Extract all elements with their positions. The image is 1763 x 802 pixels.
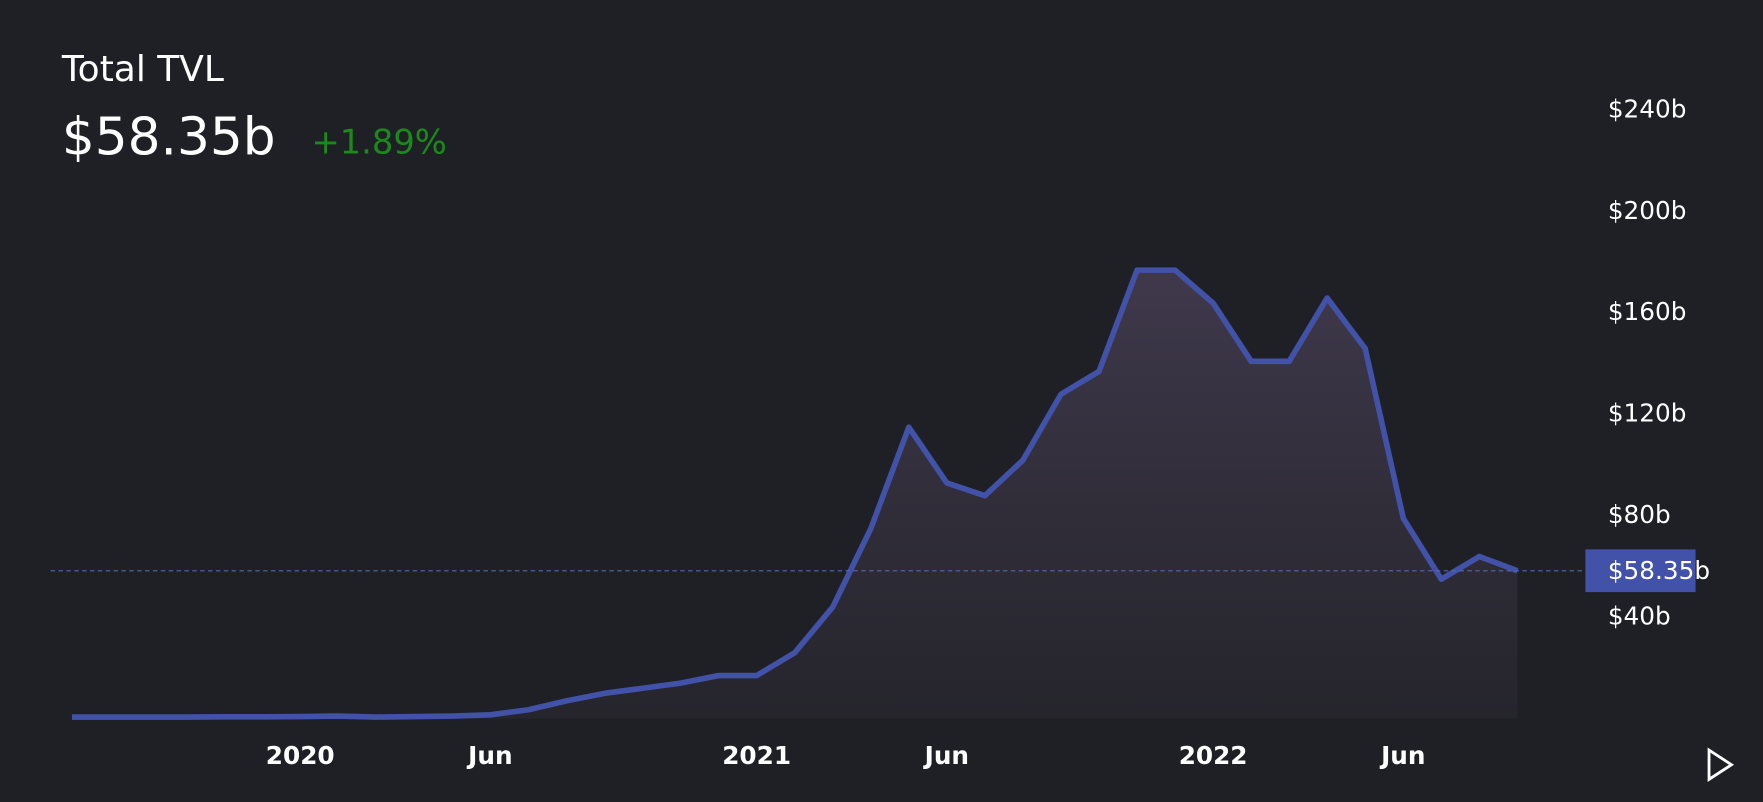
y-tick-label: $120b <box>1608 399 1687 428</box>
y-tick-label: $200b <box>1608 196 1687 225</box>
x-tick-label: 2022 <box>1179 741 1248 770</box>
y-tick-label: $240b <box>1608 94 1687 123</box>
y-tick-label: $160b <box>1608 297 1687 326</box>
play-icon[interactable] <box>1707 747 1735 782</box>
x-tick-label: Jun <box>466 741 512 770</box>
plot: $40b $80b $120b $160b $200b $240b 2020 Jun 2021 J… <box>50 94 1710 770</box>
current-value: $58.35b <box>62 108 276 168</box>
current-value-badge <box>1585 549 1696 593</box>
x-tick-label: Jun <box>1379 741 1425 770</box>
chart-title: Total TVL <box>61 49 224 90</box>
current-value-label: $58.35b <box>1608 556 1710 585</box>
y-tick-label: $80b <box>1608 500 1671 529</box>
x-tick-label: 2021 <box>722 741 791 770</box>
area <box>71 270 1518 719</box>
line <box>71 267 1519 720</box>
x-tick-label: Jun <box>923 741 969 770</box>
x-tick-label: 2020 <box>266 741 335 770</box>
y-tick-label: $40b <box>1608 601 1671 630</box>
change: +1.89% <box>311 123 446 162</box>
